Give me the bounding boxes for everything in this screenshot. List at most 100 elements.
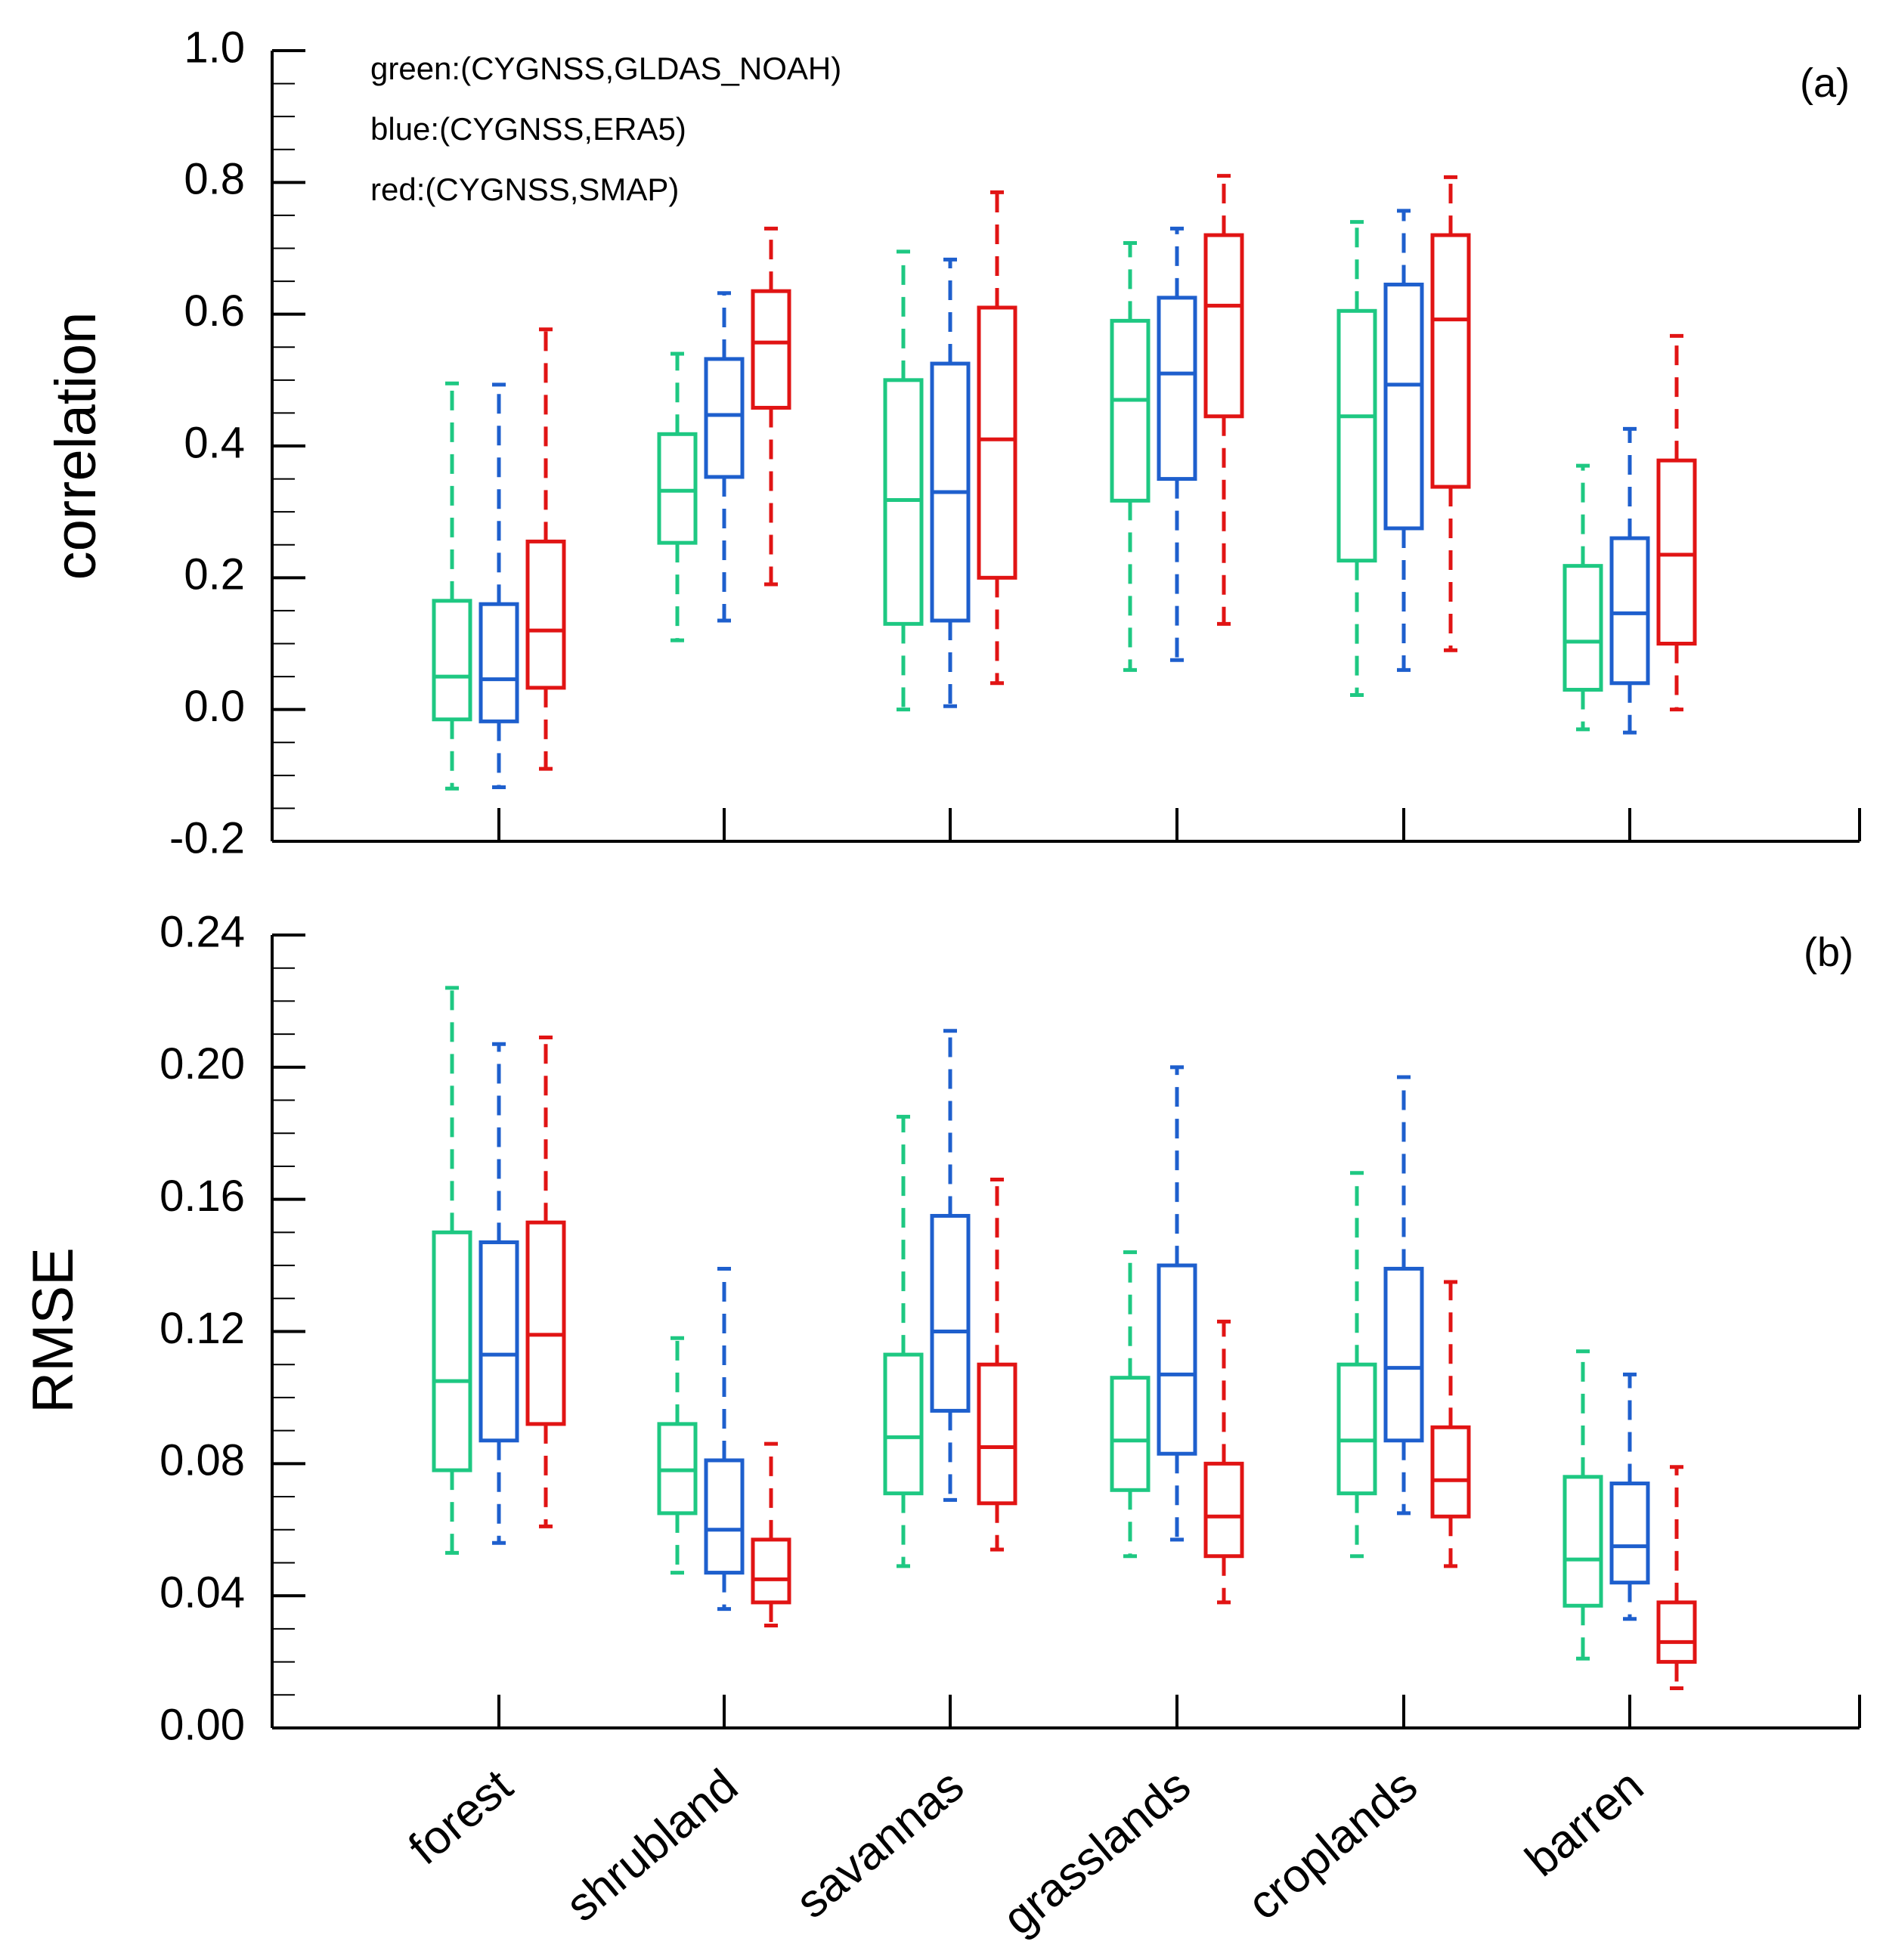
- box-iqr: [478, 602, 519, 723]
- box-iqr: [977, 305, 1017, 580]
- box-iqr: [977, 1362, 1017, 1506]
- box-blue-savannas: [930, 1029, 971, 1502]
- box-iqr: [525, 1220, 566, 1426]
- box-red-croplands: [1430, 175, 1471, 652]
- box-iqr: [704, 1458, 745, 1575]
- panel-label-b: (b): [1804, 930, 1854, 975]
- rmse-y-tick-label: 0.12: [159, 1304, 245, 1353]
- box-blue-forest: [478, 382, 519, 790]
- rmse-x-ticks: [497, 1695, 1861, 1728]
- box-red-barren: [1656, 333, 1697, 712]
- box-iqr: [1203, 1461, 1244, 1559]
- box-red-grasslands: [1203, 1319, 1244, 1605]
- box-red-savannas: [977, 1177, 1017, 1552]
- box-blue-shrubland: [704, 1266, 745, 1612]
- box-blue-savannas: [930, 257, 971, 708]
- correlation-panel: -0.2 0.0 0.2 0.4 0.6 0.8 1.0 correlation (a) g…: [44, 23, 1861, 862]
- correlation-y-tick-label: 1.0: [184, 23, 245, 72]
- box-iqr: [704, 357, 745, 479]
- box-blue-grasslands: [1157, 1065, 1197, 1542]
- legend-entry-red: red:(CYGNSS,SMAP): [370, 172, 679, 207]
- rmse-y-tick-label: 0.04: [159, 1568, 245, 1617]
- correlation-y-ticks: -0.2 0.0 0.2 0.4 0.6 0.8 1.0: [169, 23, 305, 862]
- box-iqr: [883, 1352, 924, 1496]
- rmse-y-tick-label: 0.20: [159, 1039, 245, 1088]
- box-iqr: [883, 378, 924, 626]
- correlation-y-tick-label: 0.0: [184, 682, 245, 731]
- box-iqr: [1562, 1475, 1603, 1608]
- rmse-y-tick-label: 0.08: [159, 1436, 245, 1485]
- box-red-barren: [1656, 1465, 1697, 1691]
- box-blue-barren: [1609, 1372, 1650, 1621]
- box-green-savannas: [883, 1114, 924, 1568]
- box-iqr: [1609, 536, 1650, 686]
- box-iqr: [1110, 318, 1151, 503]
- rmse-y-ticks: 0.00 0.04 0.08 0.12 0.16 0.20 0.24: [159, 907, 305, 1749]
- box-red-savannas: [977, 190, 1017, 686]
- box-iqr: [930, 1214, 971, 1413]
- correlation-y-tick-label: -0.2: [169, 813, 245, 862]
- box-green-barren: [1562, 463, 1603, 732]
- box-iqr: [1609, 1482, 1650, 1585]
- box-iqr: [1203, 233, 1244, 419]
- box-blue-shrubland: [704, 291, 745, 623]
- box-iqr: [432, 599, 472, 722]
- box-red-croplands: [1430, 1280, 1471, 1568]
- panel-label-a: (a): [1800, 60, 1850, 106]
- correlation-y-tick-label: 0.6: [184, 286, 245, 336]
- box-green-forest: [432, 381, 472, 791]
- correlation-y-tick-label: 0.4: [184, 418, 245, 467]
- box-iqr: [1562, 564, 1603, 692]
- box-iqr: [1656, 458, 1697, 646]
- box-iqr: [1110, 1376, 1151, 1492]
- correlation-boxes: [432, 174, 1697, 791]
- box-red-forest: [525, 327, 566, 771]
- box-iqr: [657, 432, 698, 545]
- box-iqr: [1336, 308, 1377, 563]
- box-iqr: [525, 539, 566, 690]
- box-iqr: [1430, 233, 1471, 489]
- box-green-grasslands: [1110, 1250, 1151, 1559]
- box-blue-croplands: [1383, 209, 1424, 672]
- box-blue-croplands: [1383, 1075, 1424, 1516]
- box-green-shrubland: [657, 351, 698, 642]
- legend-entry-blue: blue:(CYGNSS,ERA5): [370, 111, 686, 147]
- correlation-y-axis-title: correlation: [44, 312, 108, 581]
- box-iqr: [751, 1537, 791, 1605]
- box-red-shrubland: [751, 1441, 791, 1628]
- box-red-grasslands: [1203, 174, 1244, 626]
- legend-entry-green: green:(CYGNSS,GLDAS_NOAH): [370, 51, 841, 86]
- box-iqr: [1157, 296, 1197, 481]
- correlation-x-ticks: [497, 808, 1861, 841]
- box-iqr: [478, 1240, 519, 1443]
- correlation-y-tick-label: 0.8: [184, 155, 245, 204]
- box-blue-grasslands: [1157, 226, 1197, 662]
- box-iqr: [1430, 1425, 1471, 1519]
- box-iqr: [1336, 1362, 1377, 1496]
- rmse-y-axis-title: RMSE: [21, 1247, 85, 1413]
- box-green-croplands: [1336, 1171, 1377, 1559]
- box-iqr: [1656, 1600, 1697, 1664]
- legend: green:(CYGNSS,GLDAS_NOAH) blue:(CYGNSS,E…: [370, 51, 841, 207]
- box-green-shrubland: [657, 1336, 698, 1575]
- box-blue-forest: [478, 1042, 519, 1545]
- box-iqr: [751, 289, 791, 410]
- box-iqr: [432, 1230, 472, 1472]
- box-red-forest: [525, 1035, 566, 1528]
- box-blue-barren: [1609, 426, 1650, 735]
- correlation-y-tick-label: 0.2: [184, 550, 245, 599]
- rmse-y-tick-label: 0.16: [159, 1172, 245, 1221]
- box-green-savannas: [883, 249, 924, 712]
- rmse-y-tick-label: 0.24: [159, 907, 245, 956]
- box-green-barren: [1562, 1349, 1603, 1661]
- box-green-grasslands: [1110, 241, 1151, 672]
- box-red-shrubland: [751, 226, 791, 587]
- box-iqr: [1383, 1266, 1424, 1443]
- box-iqr: [1383, 282, 1424, 531]
- rmse-panel: 0.00 0.04 0.08 0.12 0.16 0.20 0.24 RMSE (b): [21, 907, 1861, 1749]
- rmse-boxes: [432, 986, 1697, 1691]
- rmse-y-tick-label: 0.00: [159, 1700, 245, 1749]
- box-green-forest: [432, 986, 472, 1555]
